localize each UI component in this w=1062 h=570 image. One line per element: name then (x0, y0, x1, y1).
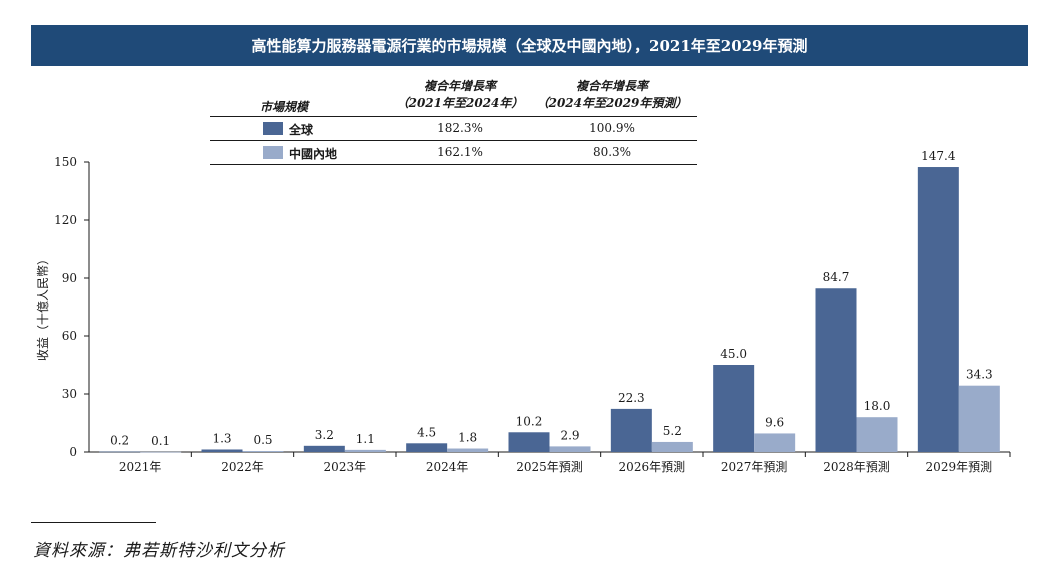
bar-global (713, 365, 755, 452)
legend-name-global: 全球 (289, 123, 314, 137)
cagr-col1-line2: （2021年至2024年） (396, 96, 524, 110)
legend-row-global: 全球 182.3% 100.9% (210, 116, 697, 140)
data-label-china: 34.3 (966, 368, 993, 382)
legend-cagr2-china: 80.3% (592, 145, 632, 159)
cagr-col2-line2: （2024年至2029年預測） (536, 96, 688, 110)
data-label-china: 0.5 (253, 433, 272, 447)
bar-global (303, 445, 345, 452)
legend-swatch-china (263, 146, 283, 159)
data-label-china: 9.6 (765, 415, 784, 429)
bar-global (815, 288, 857, 452)
x-tick-label: 2027年預測 (721, 460, 788, 474)
bar-china (754, 433, 796, 452)
legend-cagr1-china: 162.1% (437, 145, 483, 159)
bar-global (610, 408, 652, 452)
data-label-china: 5.2 (663, 424, 682, 438)
bar-global (917, 167, 959, 452)
legend-header-label: 市場規模 (260, 100, 309, 114)
x-tick-label: 2025年預測 (516, 460, 583, 474)
y-tick-label: 120 (54, 213, 77, 227)
chart-title: 高性能算力服務器電源行業的市場規模（全球及中國內地），2021年至2029年預測 (251, 37, 808, 55)
legend-header: 市場規模 複合年增長率 （2021年至2024年） 複合年增長率 （2024年至… (210, 78, 697, 116)
legend-cagr1-global: 182.3% (437, 121, 483, 135)
x-tick-label: 2024年 (426, 460, 469, 474)
source-note: 資料來源：弗若斯特沙利文分析 (33, 541, 285, 561)
data-label-china: 0.1 (151, 434, 170, 448)
data-label-global: 0.2 (110, 434, 129, 448)
data-label-global: 1.3 (212, 431, 231, 445)
x-tick-label: 2026年預測 (619, 460, 686, 474)
bar-china (856, 417, 898, 452)
data-label-china: 1.1 (356, 432, 375, 446)
legend-name-china: 中國內地 (289, 147, 338, 161)
bar-china (140, 451, 182, 453)
x-tick-label: 2023年 (324, 460, 367, 474)
y-tick-label: 150 (54, 155, 77, 169)
cagr-column-2-header: 複合年增長率 （2024年至2029年預測） (532, 78, 692, 112)
y-tick-label: 30 (62, 387, 77, 401)
data-label-global: 147.4 (921, 149, 956, 163)
bar-china (958, 385, 1000, 452)
x-tick-label: 2021年 (119, 460, 162, 474)
data-label-global: 4.5 (417, 425, 436, 439)
data-label-global: 22.3 (618, 391, 645, 405)
legend-table: 市場規模 複合年增長率 （2021年至2024年） 複合年增長率 （2024年至… (210, 78, 697, 165)
x-tick-label: 2028年預測 (823, 460, 890, 474)
bar-global (508, 432, 550, 452)
x-tick-label: 2029年預測 (926, 460, 993, 474)
data-label-china: 2.9 (560, 428, 579, 442)
legend-swatch-global (263, 122, 283, 135)
data-label-global: 84.7 (823, 270, 850, 284)
y-tick-label: 0 (69, 445, 77, 459)
bar-china (447, 448, 489, 452)
bar-china (651, 441, 693, 452)
bar-chart: 0 30 60 90 120 150 收益（十億人民幣） 0.2 0.1 2021年 1.3 0.5 2… (36, 149, 1011, 474)
data-label-china: 1.8 (458, 431, 477, 445)
bar-global (406, 443, 448, 452)
x-tick-label: 2022年 (221, 460, 264, 474)
data-label-global: 45.0 (720, 347, 747, 361)
bar-global (99, 451, 141, 453)
source-divider (31, 522, 156, 523)
y-axis-title: 收益（十億人民幣） (36, 253, 50, 361)
bar-china (242, 451, 284, 452)
bar-china (344, 449, 386, 452)
data-label-china: 18.0 (864, 399, 891, 413)
legend-row-china: 中國內地 162.1% 80.3% (210, 140, 697, 165)
chart-title-bar: 高性能算力服務器電源行業的市場規模（全球及中國內地），2021年至2029年預測 (31, 25, 1028, 66)
data-label-global: 3.2 (315, 428, 334, 442)
legend-cagr2-global: 100.9% (589, 121, 635, 135)
y-tick-label: 60 (62, 329, 77, 343)
cagr-col2-line1: 複合年增長率 (575, 79, 648, 93)
bar-global (201, 449, 243, 452)
data-label-global: 10.2 (516, 414, 543, 428)
cagr-column-1-header: 複合年增長率 （2021年至2024年） (390, 78, 530, 112)
bar-china (549, 446, 591, 452)
cagr-col1-line1: 複合年增長率 (423, 79, 496, 93)
y-tick-label: 90 (62, 271, 77, 285)
